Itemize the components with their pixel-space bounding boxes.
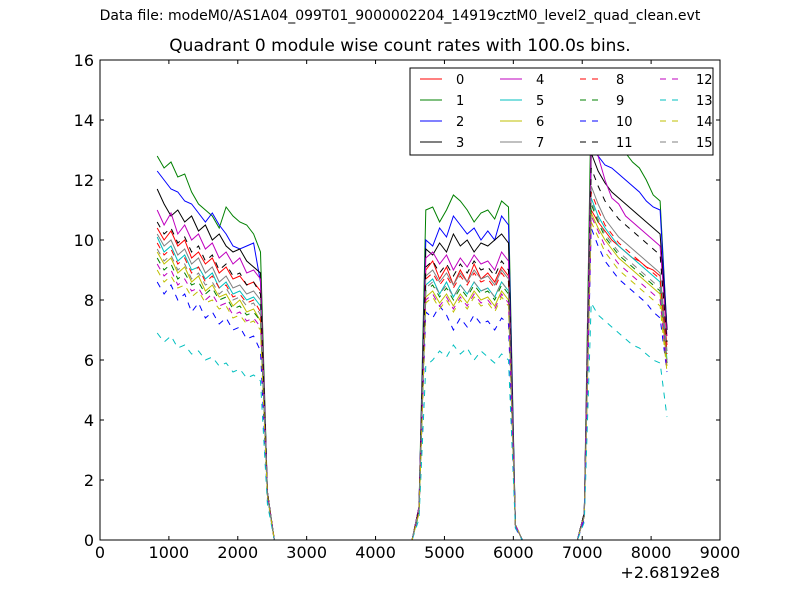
- series-line-10: [156, 227, 668, 541]
- series-line-12: [156, 215, 668, 541]
- series-line-2: [156, 148, 668, 541]
- x-tick-label: 0: [95, 543, 105, 562]
- chart-title: Quadrant 0 module wise count rates with …: [169, 36, 631, 56]
- series-line-4: [156, 140, 668, 541]
- legend-label-5: 5: [536, 94, 544, 109]
- x-tick-label: 9000: [700, 543, 741, 562]
- y-tick-label: 16: [74, 51, 94, 70]
- legend-label-13: 13: [696, 94, 713, 109]
- legend-label-3: 3: [456, 136, 464, 151]
- series-line-11: [156, 167, 668, 541]
- legend-label-10: 10: [616, 115, 633, 130]
- series-line-14: [156, 221, 668, 541]
- x-tick-label: 8000: [631, 543, 672, 562]
- legend-label-15: 15: [696, 136, 713, 151]
- series-line-3: [156, 152, 668, 541]
- y-tick-label: 6: [84, 351, 94, 370]
- y-tick-label: 8: [84, 291, 94, 310]
- y-tick-label: 10: [74, 231, 94, 250]
- legend-label-8: 8: [616, 73, 624, 88]
- legend-label-7: 7: [536, 136, 544, 151]
- series-line-7: [156, 185, 668, 541]
- y-tick-label: 0: [84, 531, 94, 550]
- figure-suptitle: Data file: modeM0/AS1A04_099T01_90000022…: [99, 8, 701, 24]
- x-tick-label: 7000: [562, 543, 603, 562]
- x-tick-label: 6000: [493, 543, 534, 562]
- x-offset-label: +2.68192e8: [620, 563, 720, 582]
- y-tick-label: 2: [84, 471, 94, 490]
- y-tick-label: 4: [84, 411, 94, 430]
- legend-box: [409, 67, 714, 156]
- legend-label-9: 9: [616, 94, 624, 109]
- x-tick-label: 5000: [424, 543, 465, 562]
- series-line-8: [156, 191, 668, 541]
- series-line-0: [156, 208, 668, 541]
- y-tick-label: 14: [74, 111, 94, 130]
- legend-label-12: 12: [696, 73, 713, 88]
- series-line-5: [156, 197, 668, 541]
- x-tick-label: 3000: [286, 543, 327, 562]
- legend-label-6: 6: [536, 115, 544, 130]
- series-line-15: [156, 200, 668, 541]
- y-tick-label: 12: [74, 171, 94, 190]
- x-tick-label: 4000: [355, 543, 396, 562]
- series-line-13: [156, 301, 668, 541]
- x-tick-label: 2000: [217, 543, 258, 562]
- series-line-6: [156, 212, 668, 541]
- legend-label-0: 0: [456, 73, 464, 88]
- legend-label-1: 1: [456, 94, 464, 109]
- legend-label-4: 4: [536, 73, 544, 88]
- legend-label-2: 2: [456, 115, 464, 130]
- x-tick-label: 1000: [149, 543, 190, 562]
- legend-label-11: 11: [616, 136, 633, 151]
- legend-label-14: 14: [696, 115, 713, 130]
